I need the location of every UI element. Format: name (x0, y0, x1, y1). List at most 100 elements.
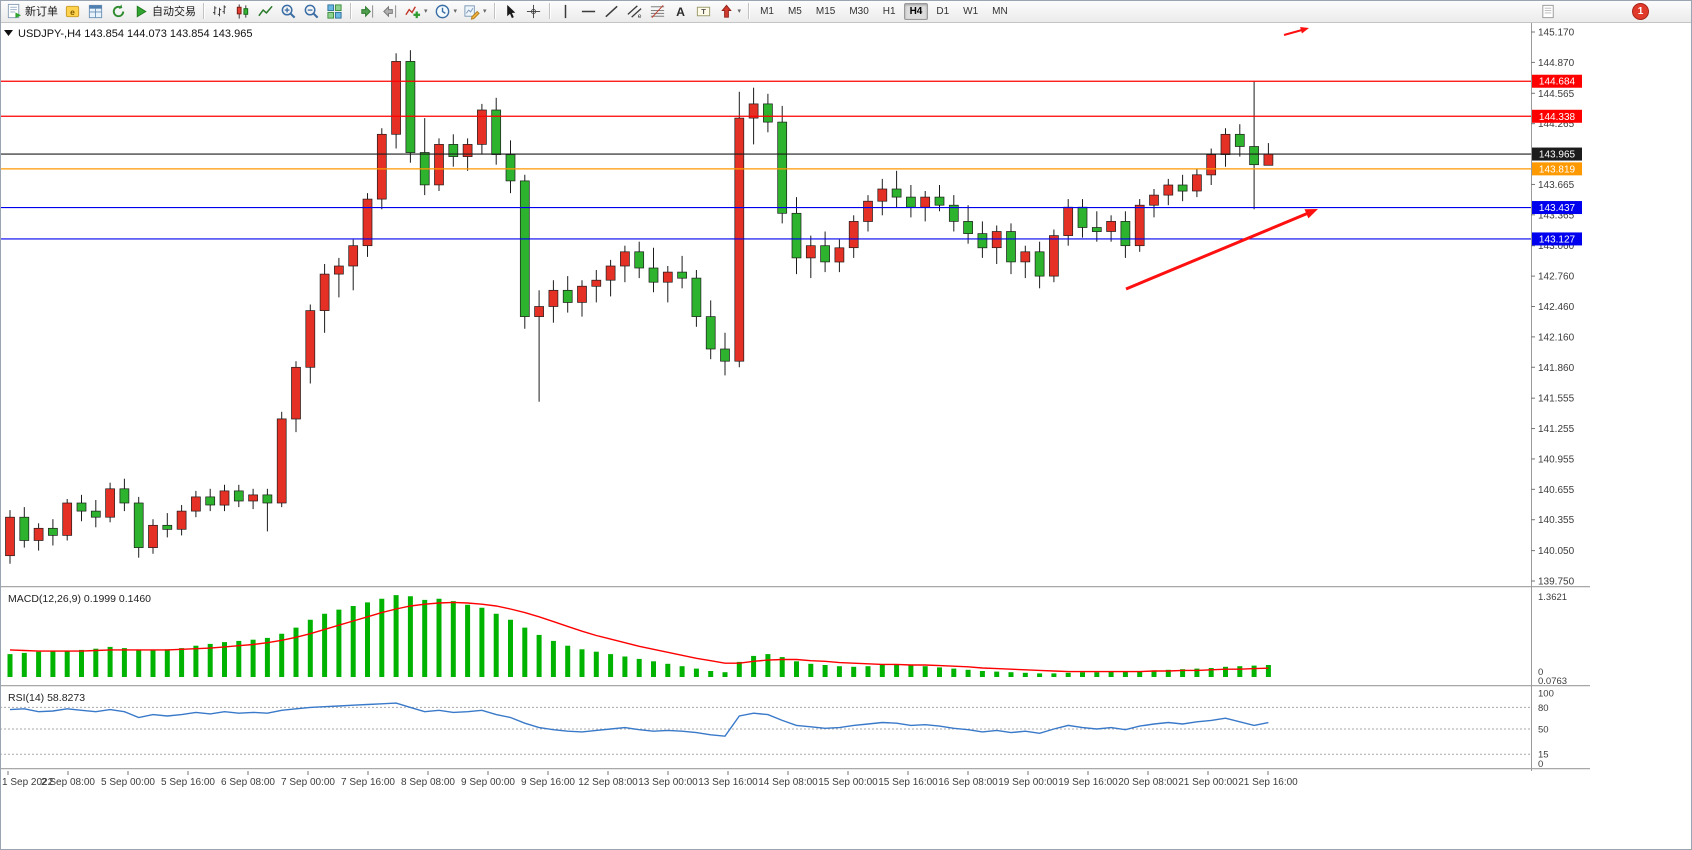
templates-button[interactable]: ▾ (461, 1, 489, 21)
candle (62, 502, 73, 536)
tile-windows-button[interactable] (324, 1, 345, 21)
candle (591, 279, 602, 287)
support-line-upper[interactable]: 143.437 (0, 201, 1582, 215)
periods-button[interactable]: ▾ (432, 1, 460, 21)
timeframe-m5[interactable]: M5 (787, 5, 802, 17)
candle (1034, 251, 1045, 277)
svg-text:T: T (701, 7, 706, 16)
time-label: 13 Sep 00:00 (638, 777, 698, 788)
candle (133, 502, 144, 548)
panel-splitter-rsi[interactable] (0, 685, 1590, 688)
price-tag (1532, 74, 1582, 88)
refresh-button[interactable] (108, 1, 129, 21)
candle (1020, 251, 1031, 263)
candle (33, 527, 44, 541)
svg-text:15: 15 (1538, 750, 1549, 761)
chart-area[interactable]: 145.170 144.870 144.565 144.265 143.965 143.6… (0, 23, 1590, 835)
price-tag (1532, 147, 1582, 161)
trendline-button[interactable] (601, 1, 622, 21)
svg-text:140.355: 140.355 (1538, 515, 1575, 526)
vertical-line-button[interactable] (555, 1, 576, 21)
auto-scroll-button[interactable] (356, 1, 377, 21)
zoom-in-button[interactable] (278, 1, 299, 21)
candle (1077, 206, 1088, 228)
svg-text:143.965: 143.965 (1539, 150, 1576, 161)
timeframe-m30[interactable]: M30 (849, 5, 869, 17)
text-label-icon: T (696, 6, 710, 16)
timeframe-h1[interactable]: H1 (882, 5, 896, 17)
market-watch-button[interactable] (85, 1, 106, 21)
svg-text:144.565: 144.565 (1538, 89, 1575, 100)
time-label: 6 Sep 08:00 (221, 777, 275, 788)
news-icon (1542, 4, 1554, 18)
candle (934, 196, 945, 206)
notification-badge[interactable]: 1 (1632, 2, 1649, 20)
candlestick-chart-button[interactable] (232, 1, 253, 21)
line-chart-button[interactable] (255, 1, 276, 21)
rsi-line (9, 702, 1269, 737)
candle (1006, 231, 1016, 263)
text-button[interactable]: A (670, 1, 691, 21)
chart-ohlc-info: USDJPY-,H4 143.854 144.073 143.854 143.9… (18, 28, 252, 40)
fibonacci-button[interactable] (647, 1, 668, 21)
candle (276, 418, 287, 504)
panel-splitter-macd[interactable] (0, 586, 1590, 589)
price-axis[interactable]: 145.170 144.870 144.565 144.265 143.965 143.6… (1531, 28, 1575, 588)
crosshair-button[interactable] (523, 1, 544, 21)
candle (305, 310, 316, 368)
chart-shift-button[interactable] (379, 1, 400, 21)
indicators-button[interactable]: ▾ (402, 1, 430, 21)
autotrading-button[interactable]: 自动交易 (131, 1, 198, 21)
candle (820, 245, 830, 263)
support-line-lower[interactable]: 143.127 (0, 232, 1582, 246)
candle (262, 494, 273, 504)
current-price-line[interactable]: 143.965 (0, 147, 1582, 161)
candle (1091, 227, 1102, 232)
candle (1234, 133, 1245, 147)
horizontal-line-button[interactable] (578, 1, 599, 21)
small-arrow[interactable] (1283, 27, 1309, 36)
channel-icon: e (626, 4, 641, 20)
channel-button[interactable]: e (624, 1, 645, 21)
svg-text:e: e (637, 13, 641, 20)
timeframe-m15[interactable]: M15 (815, 5, 836, 17)
candle (205, 496, 216, 506)
trend-arrow[interactable] (1125, 209, 1318, 291)
timeframe-mn[interactable]: MN (992, 5, 1008, 17)
panel-splitter-timeaxis[interactable] (0, 768, 1590, 771)
resistance-line-upper[interactable]: 144.684 (0, 74, 1582, 88)
candle (462, 144, 473, 157)
timeframe-w1[interactable]: W1 (963, 5, 979, 17)
time-label: 15 Sep 16:00 (878, 777, 938, 788)
bar-chart-button[interactable] (209, 1, 230, 21)
zoom-out-button[interactable] (301, 1, 322, 21)
arrows-button[interactable]: ▾ (716, 1, 744, 21)
new-order-button[interactable]: 新订单 (4, 1, 60, 21)
candle (548, 289, 559, 307)
timeframe-m1[interactable]: M1 (760, 5, 774, 17)
text-label-button[interactable]: T (693, 1, 714, 21)
svg-text:142.160: 142.160 (1538, 332, 1575, 343)
candle (677, 271, 687, 279)
pivot-line-orange[interactable]: 143.819 (0, 162, 1582, 176)
candle (434, 144, 444, 186)
resistance-line-lower[interactable]: 144.338 (0, 109, 1582, 123)
timeframe-d1[interactable]: D1 (936, 5, 950, 17)
candle (577, 285, 587, 303)
price-tag (1532, 201, 1582, 215)
candle (648, 267, 659, 283)
candle (705, 316, 716, 350)
candle (748, 103, 759, 119)
one-click-trading-toggle[interactable] (4, 30, 13, 36)
timeframe-h4[interactable]: H4 (903, 2, 929, 20)
svg-text:140.050: 140.050 (1538, 546, 1575, 557)
cursor-button[interactable] (500, 1, 521, 21)
candle (334, 265, 344, 275)
candle (534, 306, 544, 317)
metaeditor-button[interactable]: e (62, 1, 83, 21)
svg-text:144.338: 144.338 (1539, 112, 1576, 123)
time-label: 21 Sep 16:00 (1238, 777, 1298, 788)
svg-text:143.819: 143.819 (1539, 164, 1576, 175)
news-button[interactable] (1538, 1, 1559, 21)
